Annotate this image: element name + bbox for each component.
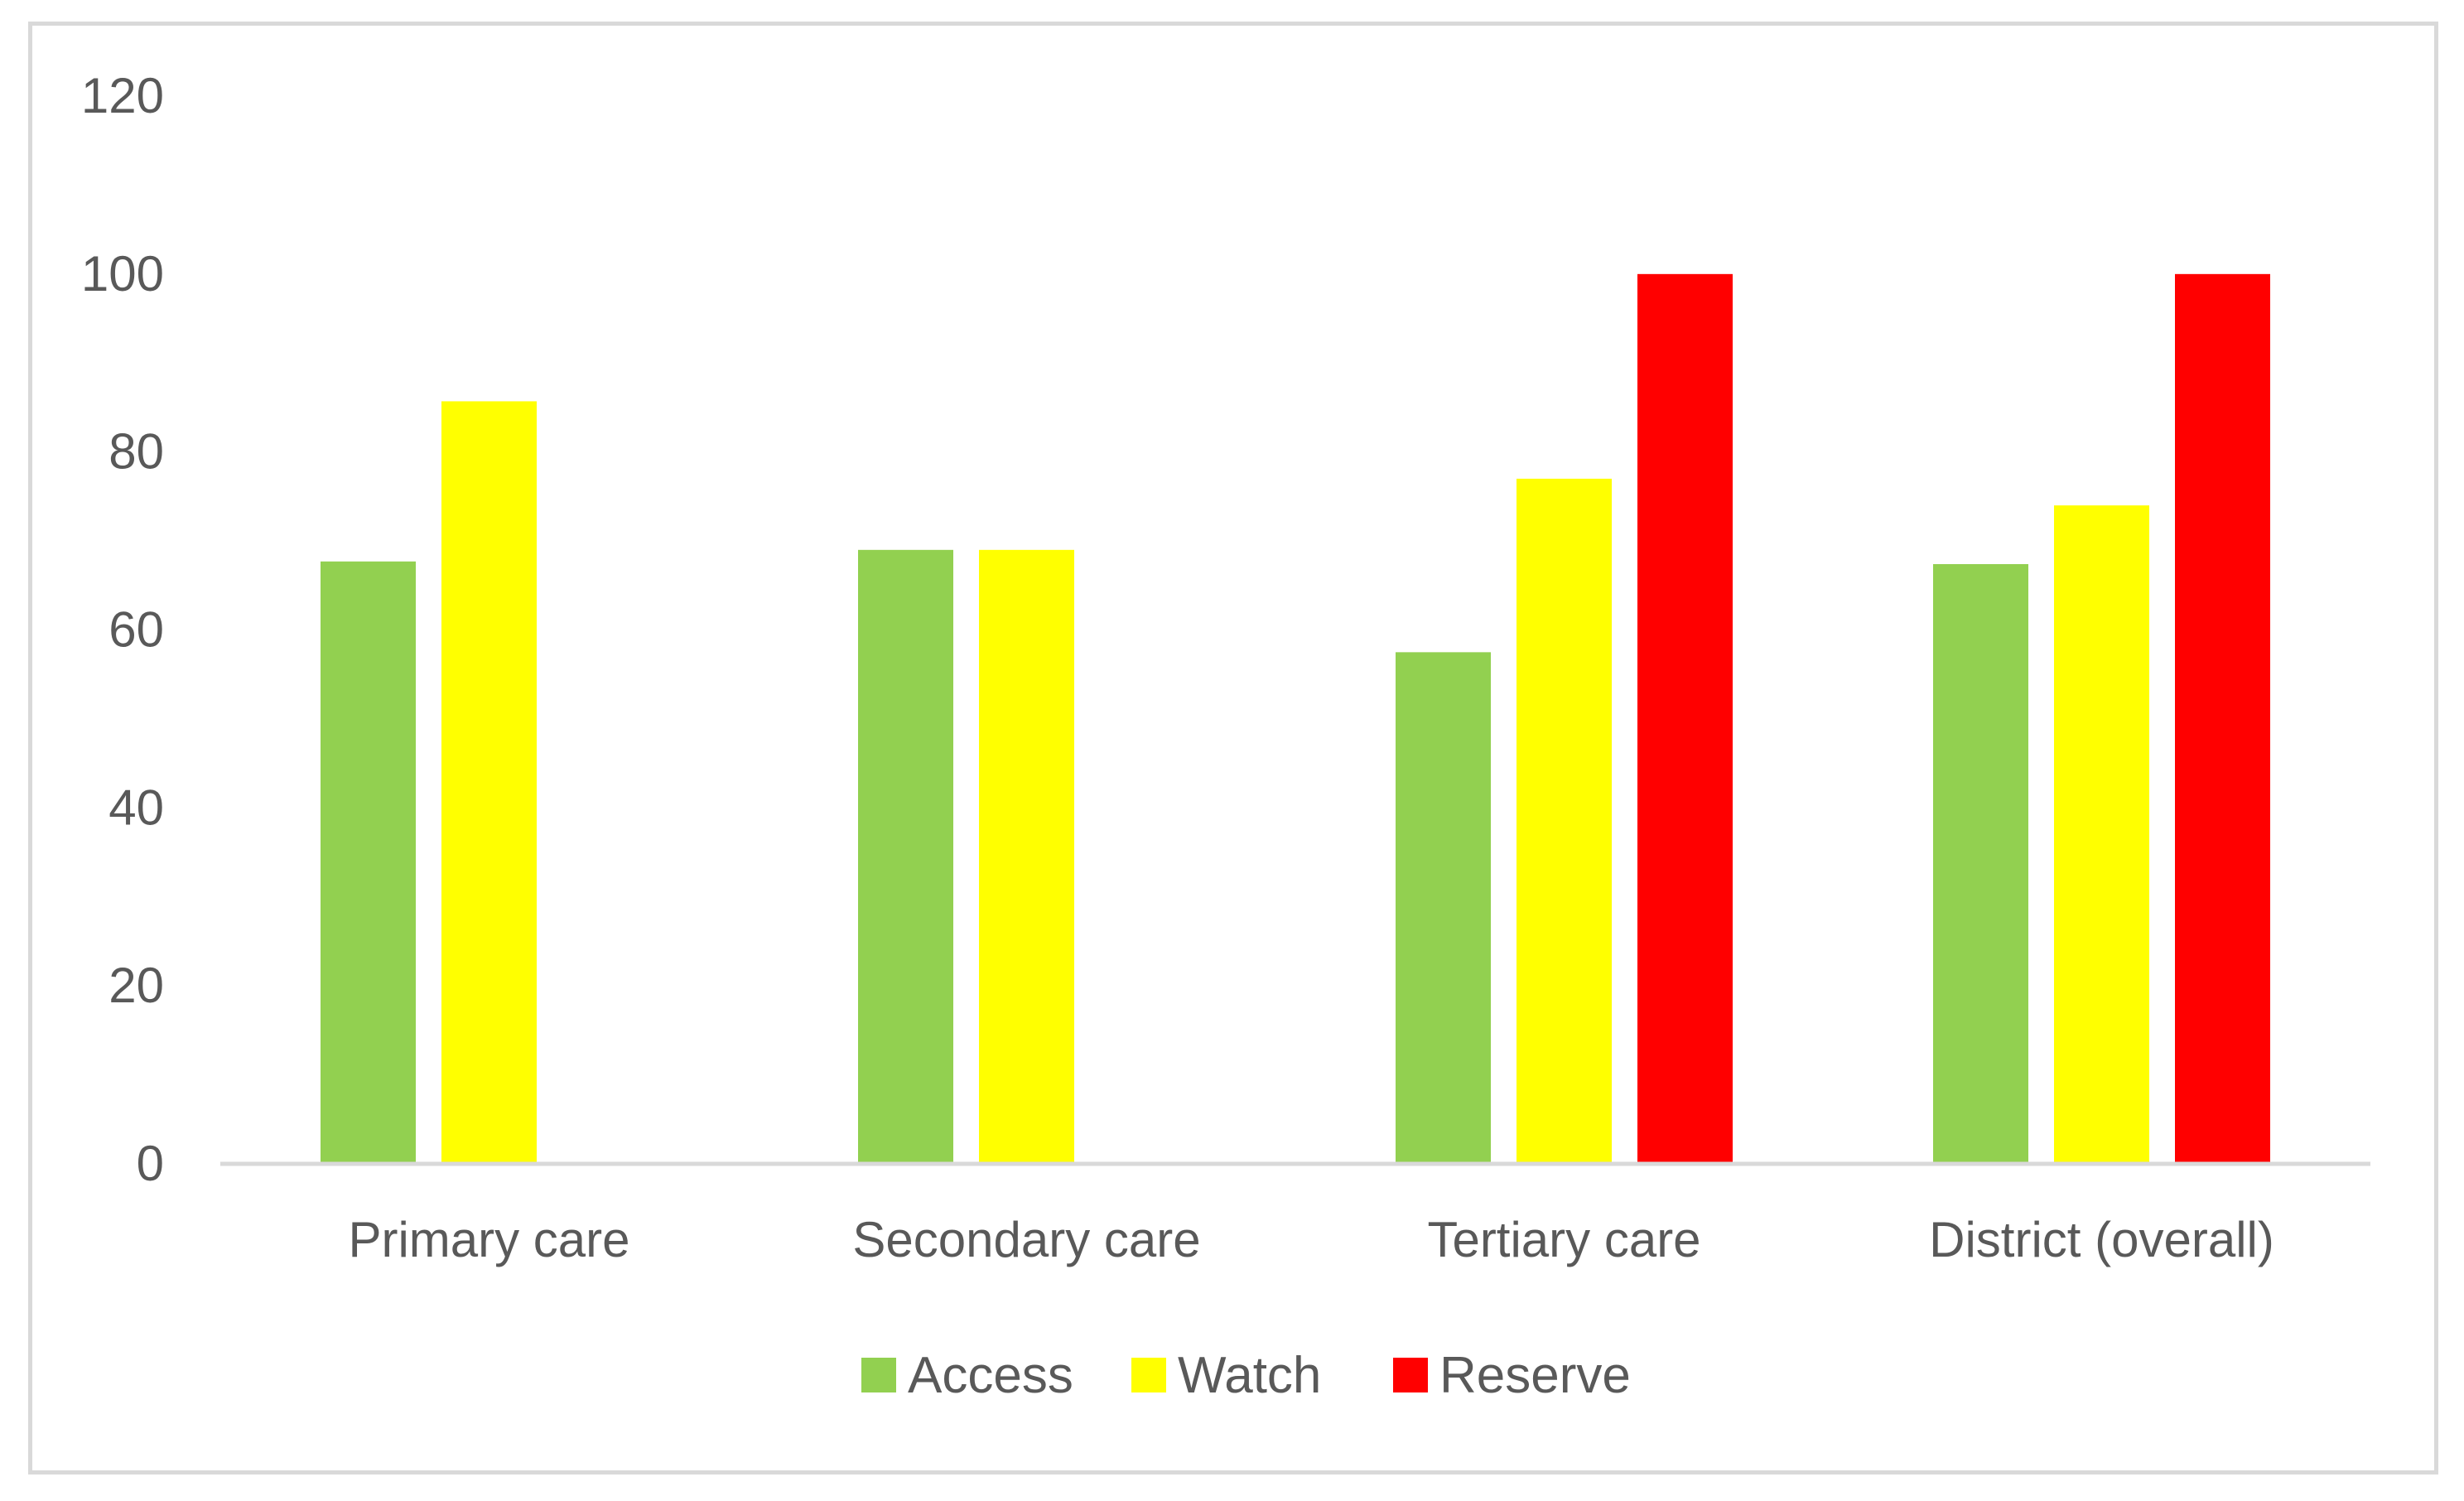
bar-access-4 xyxy=(1933,564,2028,1164)
legend-label-access: Access xyxy=(908,1347,1073,1404)
x-axis-category-labels: Primary care Secondary care Tertiary care D… xyxy=(348,1212,2274,1267)
legend-swatch-watch xyxy=(1131,1358,1166,1392)
bar-reserve-3 xyxy=(1637,273,1733,1164)
legend-entry-watch: Watch xyxy=(1131,1347,1321,1404)
bar-access-1 xyxy=(321,561,416,1164)
legend-entry-access: Access xyxy=(861,1347,1073,1404)
x-category-label: Secondary care xyxy=(852,1212,1200,1267)
y-axis-ticks: 0 20 40 60 80 100 120 xyxy=(81,68,164,1191)
y-tick-label: 80 xyxy=(108,424,164,480)
bar-watch-3 xyxy=(1516,478,1612,1164)
y-tick-label: 100 xyxy=(81,246,164,302)
y-tick-label: 0 xyxy=(137,1136,164,1191)
x-category-label: Tertiary care xyxy=(1427,1212,1700,1267)
y-tick-label: 40 xyxy=(108,779,164,835)
bar-watch-1 xyxy=(441,401,537,1164)
bar-access-3 xyxy=(1396,652,1491,1164)
x-category-label: Primary care xyxy=(348,1212,629,1267)
legend-label-watch: Watch xyxy=(1178,1347,1321,1404)
bar-access-2 xyxy=(858,549,953,1164)
legend: Access Watch Reserve xyxy=(861,1347,1631,1404)
legend-swatch-reserve xyxy=(1393,1358,1428,1392)
bar-reserve-4 xyxy=(2175,273,2270,1164)
legend-swatch-access xyxy=(861,1358,896,1392)
chart-frame xyxy=(28,22,2438,1474)
bar-watch-2 xyxy=(979,549,1074,1164)
bar-watch-4 xyxy=(2054,505,2149,1164)
legend-entry-reserve: Reserve xyxy=(1393,1347,1631,1404)
legend-label-reserve: Reserve xyxy=(1439,1347,1631,1404)
y-tick-label: 20 xyxy=(108,958,164,1013)
y-tick-label: 120 xyxy=(81,68,164,123)
bars xyxy=(321,273,2270,1164)
y-tick-label: 60 xyxy=(108,602,164,658)
x-category-label: District (overall) xyxy=(1929,1212,2274,1267)
